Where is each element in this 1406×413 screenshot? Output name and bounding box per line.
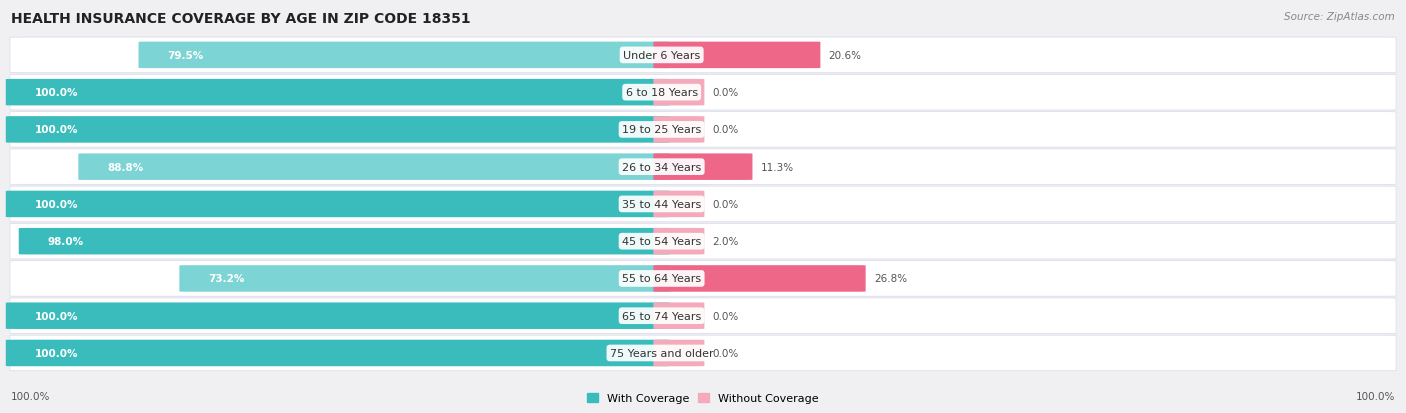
FancyBboxPatch shape bbox=[6, 117, 669, 143]
FancyBboxPatch shape bbox=[654, 266, 866, 292]
Text: 100.0%: 100.0% bbox=[35, 348, 79, 358]
Text: 35 to 44 Years: 35 to 44 Years bbox=[621, 199, 702, 209]
Text: 100.0%: 100.0% bbox=[35, 88, 79, 98]
FancyBboxPatch shape bbox=[18, 228, 669, 255]
FancyBboxPatch shape bbox=[6, 80, 669, 106]
Text: 100.0%: 100.0% bbox=[11, 391, 51, 401]
Text: 73.2%: 73.2% bbox=[208, 274, 245, 284]
FancyBboxPatch shape bbox=[654, 117, 704, 143]
Text: 88.8%: 88.8% bbox=[107, 162, 143, 172]
FancyBboxPatch shape bbox=[79, 154, 669, 180]
Text: 75 Years and older: 75 Years and older bbox=[610, 348, 713, 358]
FancyBboxPatch shape bbox=[6, 191, 669, 218]
Text: 26 to 34 Years: 26 to 34 Years bbox=[621, 162, 702, 172]
FancyBboxPatch shape bbox=[654, 340, 704, 366]
Text: 11.3%: 11.3% bbox=[761, 162, 794, 172]
FancyBboxPatch shape bbox=[10, 187, 1396, 222]
Text: 0.0%: 0.0% bbox=[713, 88, 740, 98]
Text: 26.8%: 26.8% bbox=[875, 274, 907, 284]
Text: 0.0%: 0.0% bbox=[713, 199, 740, 209]
Text: 55 to 64 Years: 55 to 64 Years bbox=[621, 274, 702, 284]
FancyBboxPatch shape bbox=[654, 228, 704, 255]
FancyBboxPatch shape bbox=[10, 75, 1396, 111]
FancyBboxPatch shape bbox=[654, 303, 704, 329]
FancyBboxPatch shape bbox=[6, 303, 669, 329]
FancyBboxPatch shape bbox=[654, 80, 704, 106]
Text: 45 to 54 Years: 45 to 54 Years bbox=[621, 237, 702, 247]
Text: Under 6 Years: Under 6 Years bbox=[623, 51, 700, 61]
FancyBboxPatch shape bbox=[10, 150, 1396, 185]
Text: HEALTH INSURANCE COVERAGE BY AGE IN ZIP CODE 18351: HEALTH INSURANCE COVERAGE BY AGE IN ZIP … bbox=[11, 12, 471, 26]
Text: 2.0%: 2.0% bbox=[713, 237, 740, 247]
Text: Source: ZipAtlas.com: Source: ZipAtlas.com bbox=[1284, 12, 1395, 22]
FancyBboxPatch shape bbox=[139, 43, 669, 69]
Text: 79.5%: 79.5% bbox=[167, 51, 204, 61]
Text: 100.0%: 100.0% bbox=[35, 199, 79, 209]
Text: 0.0%: 0.0% bbox=[713, 348, 740, 358]
Text: 19 to 25 Years: 19 to 25 Years bbox=[621, 125, 702, 135]
FancyBboxPatch shape bbox=[10, 261, 1396, 297]
Text: 100.0%: 100.0% bbox=[35, 125, 79, 135]
Legend: With Coverage, Without Coverage: With Coverage, Without Coverage bbox=[588, 393, 818, 404]
Text: 0.0%: 0.0% bbox=[713, 311, 740, 321]
FancyBboxPatch shape bbox=[10, 112, 1396, 148]
FancyBboxPatch shape bbox=[654, 154, 752, 180]
Text: 100.0%: 100.0% bbox=[35, 311, 79, 321]
Text: 6 to 18 Years: 6 to 18 Years bbox=[626, 88, 697, 98]
FancyBboxPatch shape bbox=[10, 38, 1396, 74]
FancyBboxPatch shape bbox=[180, 266, 669, 292]
FancyBboxPatch shape bbox=[654, 43, 820, 69]
Text: 100.0%: 100.0% bbox=[1355, 391, 1395, 401]
FancyBboxPatch shape bbox=[10, 298, 1396, 334]
FancyBboxPatch shape bbox=[10, 224, 1396, 259]
Text: 98.0%: 98.0% bbox=[48, 237, 84, 247]
Text: 0.0%: 0.0% bbox=[713, 125, 740, 135]
FancyBboxPatch shape bbox=[654, 191, 704, 218]
Text: 20.6%: 20.6% bbox=[828, 51, 862, 61]
FancyBboxPatch shape bbox=[6, 340, 669, 366]
Text: 65 to 74 Years: 65 to 74 Years bbox=[621, 311, 702, 321]
FancyBboxPatch shape bbox=[10, 335, 1396, 371]
